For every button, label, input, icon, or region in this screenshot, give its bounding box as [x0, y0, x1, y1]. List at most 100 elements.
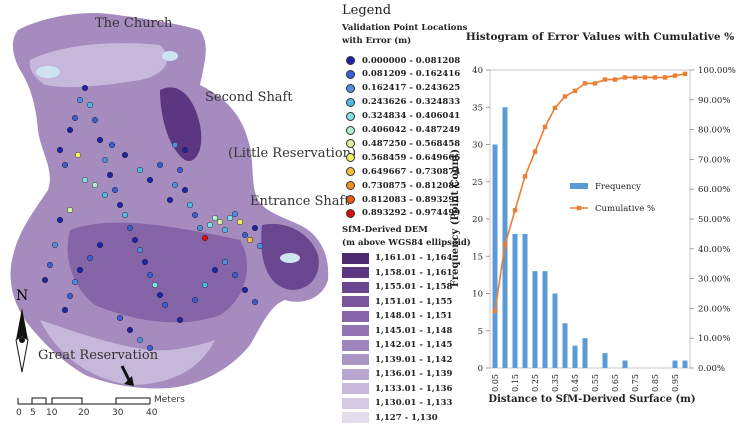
cumulative-point	[622, 75, 628, 80]
validation-point	[136, 166, 144, 174]
validation-point	[61, 306, 69, 314]
points-legend-label: 0.000000 - 0.081208	[362, 55, 461, 66]
dem-mid-zone	[67, 222, 248, 323]
y2-tick-label: 0.00%	[698, 364, 725, 374]
dem-legend-label: 1,155.01 - 1,158	[375, 282, 453, 292]
validation-point	[196, 224, 204, 232]
cumulative-point	[512, 208, 518, 213]
points-legend-item: 0.081209 - 0.162416	[346, 68, 460, 81]
validation-point	[256, 242, 264, 250]
y2-tick-label: 10.00%	[698, 334, 730, 344]
cumulative-point	[552, 105, 558, 111]
dem-swatch	[342, 296, 369, 307]
legend-dot-icon	[346, 139, 355, 149]
legend-label-frequency: Frequency	[595, 182, 641, 192]
validation-point	[41, 276, 49, 284]
validation-point	[246, 236, 254, 244]
validation-point	[51, 241, 59, 249]
north-label: N	[16, 288, 29, 304]
validation-point	[116, 314, 124, 322]
chart-ylabel: Frequency (Point Count)	[450, 149, 461, 287]
bar	[602, 353, 608, 368]
validation-point	[241, 231, 249, 239]
points-legend-label: 0.324834 - 0.406041	[362, 111, 461, 122]
cumulative-point	[572, 88, 578, 94]
chart-bars	[492, 107, 688, 368]
dem-legend-label: 1,136.01 - 1,139	[375, 369, 453, 379]
legend-dot-icon	[346, 181, 355, 191]
x-tick-label: 0.35	[551, 374, 560, 392]
cumulative-point	[642, 75, 648, 80]
dem-legend-item: 1,148.01 - 1,151	[342, 309, 452, 323]
cumulative-point	[522, 174, 528, 179]
chart-cumulative-line	[492, 71, 688, 314]
legend-dot-icon	[346, 167, 355, 177]
legend-dot-icon	[346, 97, 355, 107]
x-tick-label: 0.05	[491, 374, 500, 392]
validation-point	[66, 292, 74, 300]
dem-legend-label: 1,130.01 - 1,133	[375, 398, 453, 408]
validation-point	[226, 214, 234, 222]
validation-point	[131, 236, 139, 244]
label-little-reservation: (Little Reservation)	[228, 146, 357, 161]
dem-legend-item: 1,130.01 - 1,133	[342, 396, 452, 410]
validation-point	[146, 271, 154, 279]
dem-swatch	[342, 339, 369, 351]
validation-point	[201, 234, 209, 242]
validation-point	[201, 281, 209, 289]
validation-point	[106, 171, 114, 179]
chart-xlabel: Distance to SfM-Derived Surface (m)	[488, 394, 695, 405]
legend-title: Legend	[342, 3, 392, 18]
dem-light-zone	[29, 43, 168, 88]
validation-point	[186, 201, 194, 209]
scale-tick-label: 30	[112, 408, 124, 418]
north-arrow	[15, 308, 29, 373]
validation-point	[221, 226, 229, 234]
bar	[542, 271, 548, 368]
validation-point	[101, 156, 109, 164]
bar	[512, 233, 518, 368]
legend-label-cumulative: Cumulative %	[595, 204, 655, 214]
legend: Legend Validation Point Locations with E…	[340, 0, 480, 428]
validation-point	[76, 96, 84, 104]
points-legend-label: 0.730875 - 0.812082	[362, 180, 461, 191]
bar	[672, 360, 678, 368]
validation-point	[251, 298, 259, 306]
validation-point	[221, 258, 229, 266]
x-tick-label: 0.95	[671, 374, 680, 392]
y2-tick-label: 60.00%	[698, 185, 730, 195]
validation-point	[86, 101, 94, 109]
cumulative-point	[682, 71, 688, 77]
dem-legend-title-2: (m above WGS84 ellipsoid)	[342, 238, 471, 248]
dem-high-zone-1	[160, 87, 202, 161]
cumulative-point	[602, 77, 608, 82]
bar	[582, 338, 588, 368]
great-reservation-arrow	[120, 365, 134, 386]
dem-legend-item: 1,133.01 - 1,136	[342, 382, 452, 396]
points-legend-label: 0.243626 - 0.324833	[362, 97, 461, 108]
cumulative-point	[652, 75, 658, 80]
y-tick-label: 35	[472, 103, 483, 113]
label-great-reservation: Great Reservation	[38, 348, 159, 363]
scale-bar	[17, 397, 151, 405]
dem-map	[10, 12, 329, 405]
y-tick-label: 25	[472, 178, 483, 188]
x-tick-label: 0.85	[651, 374, 660, 392]
validation-point	[211, 266, 219, 274]
dem-low-zone	[40, 320, 215, 385]
validation-point	[251, 224, 259, 232]
dem-swatch	[342, 310, 369, 322]
y2-tick-label: 20.00%	[698, 304, 730, 314]
validation-point	[101, 191, 109, 199]
cumulative-point	[502, 242, 508, 247]
validation-point	[211, 214, 219, 222]
bar	[562, 323, 568, 368]
dem-legend-item: 1,151.01 - 1,155	[342, 295, 452, 309]
water-patch	[280, 253, 300, 263]
validation-point	[121, 151, 129, 159]
chart-axes: 0 5 10 15 20 25 30 35 40 0.00% 10.00% 20.00% 30.00% 4…	[472, 66, 736, 392]
cumulative-point	[542, 124, 548, 130]
cumulative-point	[632, 75, 638, 80]
bar	[552, 293, 558, 368]
dem-legend-title-1: SfM-Derived DEM	[342, 225, 428, 235]
